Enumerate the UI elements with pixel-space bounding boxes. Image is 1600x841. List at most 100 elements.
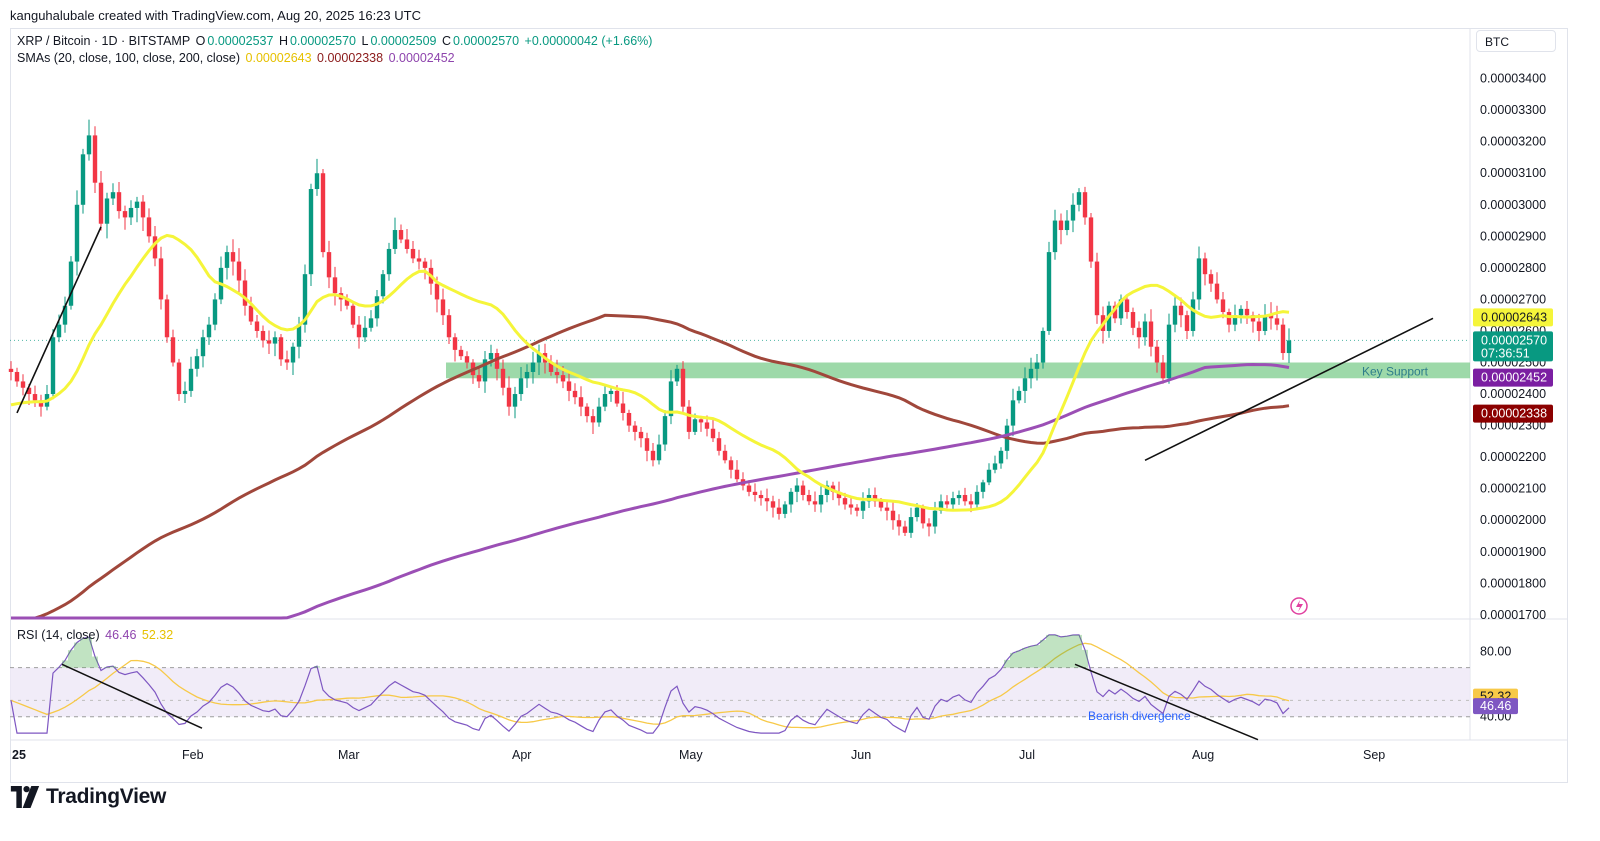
- high-value: 0.00002570: [289, 34, 357, 48]
- rsi-overbought-fill: [1070, 634, 1076, 668]
- candle-body: [1070, 204, 1076, 221]
- main-legend: XRP / Bitcoin · 1D · BITSTAMP O 0.0000253…: [17, 34, 654, 48]
- candle-body: [842, 498, 848, 505]
- candle-body: [230, 252, 236, 262]
- candle-body: [242, 280, 248, 306]
- candle-body: [758, 494, 764, 499]
- alert-icon[interactable]: [1290, 597, 1308, 615]
- trendline-1: [16, 226, 102, 414]
- candle-body: [104, 198, 110, 224]
- candle-body: [200, 337, 206, 357]
- candle-body: [1196, 258, 1202, 300]
- candle-body: [140, 201, 146, 218]
- time-tick: Mar: [338, 748, 360, 762]
- sma-label[interactable]: SMAs (20, close, 100, close, 200, close): [17, 51, 241, 65]
- rsi-overbought-fill: [74, 642, 80, 668]
- candle-body: [1190, 299, 1196, 331]
- candle-body: [962, 494, 968, 502]
- candle-body: [662, 416, 668, 445]
- price-tag-bg: [1473, 308, 1553, 327]
- price-tick: 0.00002100: [1480, 482, 1546, 496]
- rsi-overbought-fill: [68, 650, 74, 668]
- candle-body: [1214, 283, 1220, 300]
- candle-body: [326, 252, 332, 278]
- candle-body: [422, 261, 428, 268]
- candle-body: [908, 517, 914, 533]
- candle-body: [1154, 346, 1160, 363]
- candle-body: [530, 362, 536, 372]
- candle-body: [578, 397, 584, 407]
- candle-body: [632, 425, 638, 432]
- rsi-ma-line: [10, 642, 1290, 729]
- candle-body: [1040, 330, 1046, 363]
- symbol-label[interactable]: XRP / Bitcoin · 1D · BITSTAMP: [17, 34, 191, 48]
- candle-body: [824, 485, 830, 495]
- candle-body: [902, 526, 908, 533]
- candle-body: [296, 324, 302, 347]
- candle-body: [290, 346, 296, 363]
- candle-body: [878, 501, 884, 508]
- candle-body: [1028, 368, 1034, 379]
- candle-body: [1016, 390, 1022, 401]
- candle-body: [320, 173, 326, 253]
- time-tick: Aug: [1192, 748, 1214, 762]
- candle-body: [176, 362, 182, 395]
- change-value: +0.00000042 (+1.66%): [524, 34, 653, 48]
- candle-body: [674, 368, 680, 382]
- candle-body: [764, 498, 770, 502]
- candle-body: [944, 501, 950, 505]
- candle-body: [992, 463, 998, 470]
- candle-body: [182, 390, 188, 395]
- candle-body: [332, 277, 338, 294]
- candle-body: [770, 501, 776, 508]
- rsi-overbought-fill: [1076, 634, 1082, 668]
- candle-body: [362, 327, 368, 338]
- currency-selector[interactable]: BTC: [1476, 30, 1556, 52]
- candle-body: [1136, 327, 1142, 338]
- candle-body: [1220, 299, 1226, 313]
- trendline-2: [1144, 317, 1434, 462]
- price-tick: 0.00002800: [1480, 261, 1546, 275]
- candle-body: [152, 236, 158, 259]
- price-tick: 0.00002200: [1480, 450, 1546, 464]
- candle-body: [206, 324, 212, 338]
- rsi-overbought-fill: [1016, 650, 1022, 668]
- rsi-overbought-fill: [86, 637, 92, 668]
- candle-body: [80, 154, 86, 205]
- candle-body: [224, 252, 230, 268]
- alert-icon-ring: [1290, 597, 1308, 615]
- rsi-tag-bg: [1473, 698, 1518, 715]
- rsi-label[interactable]: RSI (14, close): [17, 628, 100, 642]
- candle-body: [914, 507, 920, 518]
- price-tick: 0.00002400: [1480, 387, 1546, 401]
- rsi-overbought-fill: [1010, 652, 1016, 668]
- candle-body: [1262, 315, 1268, 331]
- candle-body: [170, 337, 176, 363]
- candle-body: [524, 371, 530, 379]
- tradingview-logo-icon: [10, 786, 40, 808]
- candle-body: [500, 368, 506, 388]
- rsi-overbought-fill: [1040, 639, 1046, 668]
- candle-body: [116, 192, 122, 212]
- key-support-label: Key Support: [1362, 364, 1429, 378]
- candle-body: [1046, 252, 1052, 331]
- rsi-tag-label: 46.46: [1480, 699, 1511, 713]
- candle-body: [806, 494, 812, 502]
- candle-body: [920, 507, 926, 524]
- candle-body: [554, 371, 560, 376]
- candle-body: [572, 390, 578, 398]
- sma20-line: [10, 233, 1290, 512]
- tradingview-brand[interactable]: TradingView: [10, 784, 166, 810]
- candle-body: [1202, 258, 1208, 275]
- candle-body: [704, 422, 710, 429]
- candle-body: [788, 491, 794, 505]
- candle-body: [1058, 220, 1064, 231]
- candle-body: [716, 438, 722, 451]
- candle-body: [14, 371, 20, 382]
- candle-body: [410, 248, 416, 259]
- low-value: 0.00002509: [370, 34, 437, 48]
- candle-body: [596, 406, 602, 423]
- candle-body: [800, 485, 806, 495]
- rsi-overbought-fill: [62, 660, 68, 668]
